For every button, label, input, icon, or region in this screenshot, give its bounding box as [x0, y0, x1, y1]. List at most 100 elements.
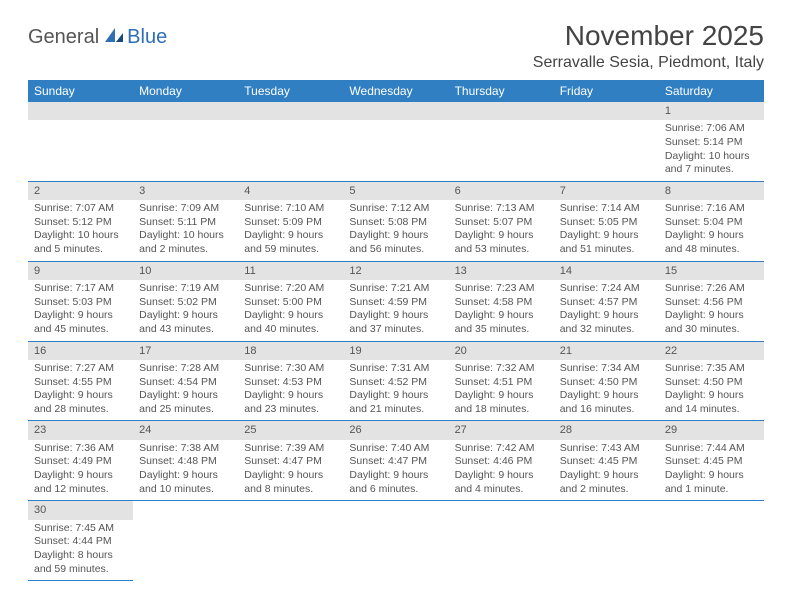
day-cell: 7Sunrise: 7:14 AMSunset: 5:05 PMDaylight… — [554, 181, 659, 261]
day-header: Friday — [554, 80, 659, 102]
day-body: Sunrise: 7:34 AMSunset: 4:50 PMDaylight:… — [554, 360, 659, 421]
day-number: 26 — [343, 421, 448, 439]
day-cell: 26Sunrise: 7:40 AMSunset: 4:47 PMDayligh… — [343, 421, 448, 501]
day-number: 29 — [659, 421, 764, 439]
daylight-text: Daylight: 9 hours — [244, 469, 337, 483]
day-body: Sunrise: 7:42 AMSunset: 4:46 PMDaylight:… — [449, 440, 554, 501]
day-number: 9 — [28, 262, 133, 280]
month-title: November 2025 — [533, 20, 764, 52]
sunrise-text: Sunrise: 7:09 AM — [139, 202, 232, 216]
day-number: 5 — [343, 182, 448, 200]
daylight-text: Daylight: 9 hours — [665, 309, 758, 323]
day-number — [133, 102, 238, 120]
sunset-text: Sunset: 5:12 PM — [34, 216, 127, 230]
week-row: 30Sunrise: 7:45 AMSunset: 4:44 PMDayligh… — [28, 501, 764, 581]
logo: General Blue — [28, 26, 167, 49]
daylight-text: Daylight: 9 hours — [34, 309, 127, 323]
day-cell: 17Sunrise: 7:28 AMSunset: 4:54 PMDayligh… — [133, 341, 238, 421]
daylight-text: Daylight: 9 hours — [349, 229, 442, 243]
day-body: Sunrise: 7:35 AMSunset: 4:50 PMDaylight:… — [659, 360, 764, 421]
daylight-text: and 7 minutes. — [665, 163, 758, 177]
daylight-text: and 6 minutes. — [349, 483, 442, 497]
sunset-text: Sunset: 4:45 PM — [665, 455, 758, 469]
sunset-text: Sunset: 5:07 PM — [455, 216, 548, 230]
day-header: Saturday — [659, 80, 764, 102]
daylight-text: Daylight: 9 hours — [139, 309, 232, 323]
daylight-text: and 40 minutes. — [244, 323, 337, 337]
day-header: Tuesday — [238, 80, 343, 102]
day-cell — [449, 102, 554, 181]
daylight-text: and 56 minutes. — [349, 243, 442, 257]
sunrise-text: Sunrise: 7:30 AM — [244, 362, 337, 376]
sunrise-text: Sunrise: 7:27 AM — [34, 362, 127, 376]
daylight-text: Daylight: 10 hours — [34, 229, 127, 243]
day-body: Sunrise: 7:23 AMSunset: 4:58 PMDaylight:… — [449, 280, 554, 341]
daylight-text: and 5 minutes. — [34, 243, 127, 257]
day-cell: 28Sunrise: 7:43 AMSunset: 4:45 PMDayligh… — [554, 421, 659, 501]
day-header: Sunday — [28, 80, 133, 102]
day-cell: 29Sunrise: 7:44 AMSunset: 4:45 PMDayligh… — [659, 421, 764, 501]
sunrise-text: Sunrise: 7:45 AM — [34, 522, 127, 536]
day-body: Sunrise: 7:10 AMSunset: 5:09 PMDaylight:… — [238, 200, 343, 261]
daylight-text: Daylight: 9 hours — [560, 229, 653, 243]
day-cell — [554, 501, 659, 581]
daylight-text: and 35 minutes. — [455, 323, 548, 337]
sunset-text: Sunset: 4:54 PM — [139, 376, 232, 390]
day-cell: 6Sunrise: 7:13 AMSunset: 5:07 PMDaylight… — [449, 181, 554, 261]
week-row: 1Sunrise: 7:06 AMSunset: 5:14 PMDaylight… — [28, 102, 764, 181]
sunrise-text: Sunrise: 7:10 AM — [244, 202, 337, 216]
day-cell: 14Sunrise: 7:24 AMSunset: 4:57 PMDayligh… — [554, 261, 659, 341]
daylight-text: and 18 minutes. — [455, 403, 548, 417]
daylight-text: and 14 minutes. — [665, 403, 758, 417]
day-number: 18 — [238, 342, 343, 360]
day-cell: 30Sunrise: 7:45 AMSunset: 4:44 PMDayligh… — [28, 501, 133, 581]
daylight-text: Daylight: 9 hours — [665, 469, 758, 483]
day-number: 1 — [659, 102, 764, 120]
day-number: 23 — [28, 421, 133, 439]
daylight-text: Daylight: 10 hours — [139, 229, 232, 243]
day-cell: 20Sunrise: 7:32 AMSunset: 4:51 PMDayligh… — [449, 341, 554, 421]
day-number: 17 — [133, 342, 238, 360]
day-body: Sunrise: 7:39 AMSunset: 4:47 PMDaylight:… — [238, 440, 343, 501]
daylight-text: Daylight: 9 hours — [560, 469, 653, 483]
sunset-text: Sunset: 4:50 PM — [665, 376, 758, 390]
sunset-text: Sunset: 4:47 PM — [244, 455, 337, 469]
daylight-text: Daylight: 9 hours — [665, 389, 758, 403]
day-cell: 15Sunrise: 7:26 AMSunset: 4:56 PMDayligh… — [659, 261, 764, 341]
logo-text-general: General — [28, 26, 99, 49]
day-cell: 19Sunrise: 7:31 AMSunset: 4:52 PMDayligh… — [343, 341, 448, 421]
day-cell — [343, 102, 448, 181]
day-cell: 4Sunrise: 7:10 AMSunset: 5:09 PMDaylight… — [238, 181, 343, 261]
sail-icon — [103, 26, 125, 49]
daylight-text: Daylight: 9 hours — [349, 389, 442, 403]
sunset-text: Sunset: 4:59 PM — [349, 296, 442, 310]
day-body: Sunrise: 7:36 AMSunset: 4:49 PMDaylight:… — [28, 440, 133, 501]
day-header: Wednesday — [343, 80, 448, 102]
day-body: Sunrise: 7:17 AMSunset: 5:03 PMDaylight:… — [28, 280, 133, 341]
sunrise-text: Sunrise: 7:36 AM — [34, 442, 127, 456]
sunset-text: Sunset: 5:00 PM — [244, 296, 337, 310]
day-body: Sunrise: 7:28 AMSunset: 4:54 PMDaylight:… — [133, 360, 238, 421]
day-cell: 2Sunrise: 7:07 AMSunset: 5:12 PMDaylight… — [28, 181, 133, 261]
day-number: 22 — [659, 342, 764, 360]
day-header: Thursday — [449, 80, 554, 102]
day-cell — [449, 501, 554, 581]
day-body: Sunrise: 7:43 AMSunset: 4:45 PMDaylight:… — [554, 440, 659, 501]
day-body: Sunrise: 7:20 AMSunset: 5:00 PMDaylight:… — [238, 280, 343, 341]
daylight-text: Daylight: 9 hours — [244, 229, 337, 243]
day-body: Sunrise: 7:38 AMSunset: 4:48 PMDaylight:… — [133, 440, 238, 501]
day-number: 10 — [133, 262, 238, 280]
sunrise-text: Sunrise: 7:39 AM — [244, 442, 337, 456]
daylight-text: and 43 minutes. — [139, 323, 232, 337]
day-number: 19 — [343, 342, 448, 360]
day-number: 16 — [28, 342, 133, 360]
day-body: Sunrise: 7:32 AMSunset: 4:51 PMDaylight:… — [449, 360, 554, 421]
day-cell — [554, 102, 659, 181]
day-cell — [659, 501, 764, 581]
daylight-text: Daylight: 10 hours — [665, 150, 758, 164]
sunset-text: Sunset: 5:09 PM — [244, 216, 337, 230]
day-number: 15 — [659, 262, 764, 280]
daylight-text: Daylight: 9 hours — [244, 389, 337, 403]
day-cell: 1Sunrise: 7:06 AMSunset: 5:14 PMDaylight… — [659, 102, 764, 181]
day-body: Sunrise: 7:26 AMSunset: 4:56 PMDaylight:… — [659, 280, 764, 341]
